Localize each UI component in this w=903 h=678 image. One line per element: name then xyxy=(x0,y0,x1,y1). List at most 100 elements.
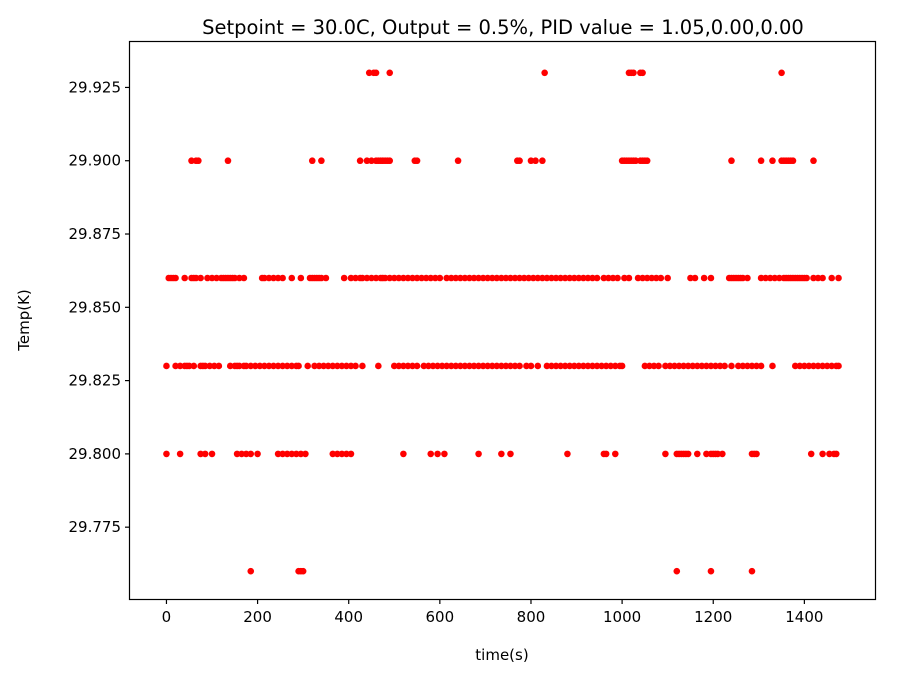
data-point xyxy=(363,157,371,165)
data-point xyxy=(261,362,268,370)
data-point xyxy=(539,274,546,282)
data-point xyxy=(479,362,487,370)
data-point xyxy=(390,362,398,370)
data-point xyxy=(381,274,389,282)
data-point xyxy=(548,274,555,282)
data-point xyxy=(641,362,649,370)
data-point xyxy=(707,362,715,370)
data-point xyxy=(757,362,765,370)
data-point xyxy=(634,274,642,282)
data-point xyxy=(270,274,277,282)
data-point xyxy=(748,567,756,575)
data-point xyxy=(329,450,337,458)
data-point xyxy=(570,362,578,370)
data-point xyxy=(279,362,286,370)
data-point xyxy=(409,362,416,370)
data-point xyxy=(614,274,621,282)
data-point xyxy=(600,274,608,282)
y-tick-label: 29.825 xyxy=(69,372,122,390)
data-point xyxy=(680,362,687,370)
data-point xyxy=(580,274,587,282)
data-point xyxy=(511,362,519,370)
data-point xyxy=(543,274,551,282)
data-point xyxy=(308,157,316,165)
data-point xyxy=(315,362,323,370)
data-point xyxy=(753,362,760,370)
data-point xyxy=(261,274,268,282)
data-point xyxy=(231,274,239,282)
data-point xyxy=(735,362,742,370)
data-point xyxy=(420,362,428,370)
data-point xyxy=(431,274,439,282)
data-point xyxy=(226,362,234,370)
data-point xyxy=(172,362,179,370)
data-point xyxy=(769,157,776,165)
data-point xyxy=(427,450,435,458)
data-point xyxy=(343,362,350,370)
data-point xyxy=(363,274,371,282)
data-point xyxy=(197,450,204,458)
data-point xyxy=(409,274,416,282)
data-point xyxy=(338,450,346,458)
data-point xyxy=(299,567,307,575)
data-point xyxy=(541,69,548,77)
data-point xyxy=(283,362,291,370)
data-point xyxy=(719,450,726,458)
x-axis-ticks: 0 200 400 600 800 1000 1200 1400 xyxy=(162,599,823,626)
data-point xyxy=(493,362,501,370)
data-point xyxy=(188,157,195,165)
data-point xyxy=(643,157,651,165)
data-point xyxy=(769,362,776,370)
data-point xyxy=(684,362,692,370)
data-point xyxy=(618,362,626,370)
data-point xyxy=(211,362,218,370)
data-point xyxy=(475,450,482,458)
x-tick-label: 800 xyxy=(517,608,546,626)
data-point xyxy=(525,274,532,282)
data-point xyxy=(796,362,804,370)
data-point xyxy=(757,274,765,282)
data-point xyxy=(791,362,799,370)
data-point xyxy=(190,362,198,370)
data-point xyxy=(347,274,355,282)
data-point xyxy=(625,274,633,282)
data-point xyxy=(648,274,656,282)
data-point xyxy=(552,274,560,282)
data-point xyxy=(534,274,542,282)
data-point xyxy=(484,274,491,282)
data-point xyxy=(470,362,478,370)
data-point xyxy=(395,274,403,282)
data-point xyxy=(375,362,382,370)
data-point xyxy=(671,362,678,370)
y-tick-label: 29.900 xyxy=(69,152,122,170)
data-point xyxy=(195,157,202,165)
data-point xyxy=(324,362,332,370)
data-point xyxy=(810,157,817,165)
data-points xyxy=(163,69,842,575)
data-point xyxy=(404,274,412,282)
data-point xyxy=(498,450,505,458)
data-point xyxy=(283,450,291,458)
data-point xyxy=(461,362,469,370)
data-point xyxy=(621,274,628,282)
data-point xyxy=(297,274,305,282)
data-point xyxy=(247,362,255,370)
data-point xyxy=(438,362,446,370)
data-point xyxy=(236,274,243,282)
data-point xyxy=(334,450,341,458)
data-point xyxy=(311,362,318,370)
y-tick-label: 29.775 xyxy=(69,518,122,536)
data-point xyxy=(664,274,671,282)
data-point xyxy=(819,274,826,282)
data-point xyxy=(589,362,596,370)
data-point xyxy=(386,157,394,165)
data-point xyxy=(766,274,774,282)
data-point xyxy=(242,362,250,370)
data-point xyxy=(334,362,341,370)
data-point xyxy=(835,362,842,370)
data-point xyxy=(748,362,756,370)
data-point xyxy=(242,450,250,458)
data-point xyxy=(172,274,179,282)
data-point xyxy=(475,362,482,370)
data-point xyxy=(589,274,596,282)
